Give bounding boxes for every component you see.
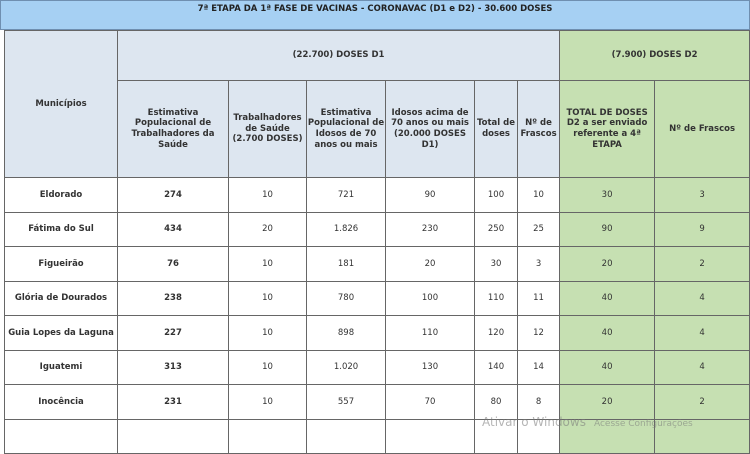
value-cell: 10 [228,177,307,213]
header-col: Trabalhadores de Saúde (2.700 DOSES) [228,80,307,178]
value-cell: 90 [559,211,656,247]
value-cell: 4 [654,280,750,316]
value-cell: 20 [559,246,656,282]
header-col: Total de doses [474,80,518,178]
value-cell: 130 [385,349,475,385]
value-cell: 10 [228,349,307,385]
table-row: Fátima do Sul 434 20 1.826 230 250 25 90 9 [4,211,750,247]
windows-watermark: Ativar o Windows Acesse Configurações [482,415,693,431]
value-cell: 80 [474,384,518,420]
value-cell: 100 [474,177,518,213]
value-cell: 898 [306,315,386,351]
municipio-cell: Eldorado [4,177,118,213]
value-cell: 90 [385,177,475,213]
value-cell: 110 [474,280,518,316]
value-cell: 231 [117,384,229,420]
value-cell: 557 [306,384,386,420]
value-cell: 20 [385,246,475,282]
municipio-cell: Inocência [4,384,118,420]
header-municipios: Municípios [4,30,118,178]
value-cell: 4 [654,349,750,385]
value-cell: 274 [117,177,229,213]
header-col: TOTAL DE DOSES D2 a ser enviado referent… [559,80,656,178]
municipio-cell: Glória de Dourados [4,280,118,316]
value-cell: 11 [516,280,561,316]
value-cell: 230 [385,211,475,247]
value-cell: 250 [474,211,518,247]
value-cell: 10 [228,280,307,316]
value-cell: 110 [385,315,475,351]
value-cell: 40 [559,315,656,351]
value-cell: 14 [516,349,561,385]
value-cell: 3 [654,177,750,213]
value-cell: 10 [516,177,561,213]
table-row: Iguatemi 313 10 1.020 130 140 14 40 4 [4,349,750,385]
empty-cell [385,418,475,454]
value-cell: 9 [654,211,750,247]
table-title: 7ª ETAPA DA 1ª FASE DE VACINAS - CORONAV… [0,0,750,30]
municipio-cell: Fátima do Sul [4,211,118,247]
header-col: Estimativa Populacional de Idosos de 70 … [306,80,386,178]
value-cell: 1.020 [306,349,386,385]
header-d1-group: (22.700) DOSES D1 [116,30,561,81]
value-cell: 12 [516,315,561,351]
table-row: Figueirão 76 10 181 20 30 3 20 2 [4,246,750,282]
value-cell: 2 [654,246,750,282]
value-cell: 20 [559,384,656,420]
watermark-line1: Ativar o Windows [482,415,586,429]
value-cell: 70 [385,384,475,420]
value-cell: 4 [654,315,750,351]
value-cell: 30 [559,177,656,213]
value-cell: 76 [117,246,229,282]
table-row: Guia Lopes da Laguna 227 10 898 110 120 12 40 4 [4,315,750,351]
municipio-cell: Figueirão [4,246,118,282]
municipio-cell: Guia Lopes da Laguna [4,315,118,351]
value-cell: 3 [516,246,561,282]
value-cell: 40 [559,280,656,316]
value-cell: 10 [228,315,307,351]
empty-cell [4,418,118,454]
value-cell: 8 [516,384,561,420]
watermark-line2: Acesse Configurações [593,419,693,429]
value-cell: 238 [117,280,229,316]
value-cell: 227 [117,315,229,351]
value-cell: 434 [117,211,229,247]
header-d2-group: (7.900) DOSES D2 [559,30,750,81]
header-col: Idosos acima de 70 anos ou mais (20.000 … [385,80,475,178]
value-cell: 181 [306,246,386,282]
municipio-cell: Iguatemi [4,349,118,385]
value-cell: 20 [228,211,307,247]
value-cell: 120 [474,315,518,351]
header-col: Nº de Frascos [654,80,750,178]
value-cell: 25 [516,211,561,247]
value-cell: 313 [117,349,229,385]
value-cell: 100 [385,280,475,316]
value-cell: 2 [654,384,750,420]
value-cell: 30 [474,246,518,282]
value-cell: 780 [306,280,386,316]
table-row: Inocência 231 10 557 70 80 8 20 2 [4,384,750,420]
value-cell: 1.826 [306,211,386,247]
value-cell: 140 [474,349,518,385]
table-row: Glória de Dourados 238 10 780 100 110 11 40 4 [4,280,750,316]
empty-cell [228,418,307,454]
empty-cell [117,418,229,454]
vaccine-distribution-table: Municípios (22.700) DOSES D1 (7.900) DOS… [4,30,750,454]
value-cell: 10 [228,384,307,420]
value-cell: 10 [228,246,307,282]
empty-cell [306,418,386,454]
header-col: Nº de Frascos [516,80,561,178]
header-col: Estimativa Populacional de Trabalhadores… [117,80,229,178]
value-cell: 721 [306,177,386,213]
table-row: Eldorado 274 10 721 90 100 10 30 3 [4,177,750,213]
value-cell: 40 [559,349,656,385]
